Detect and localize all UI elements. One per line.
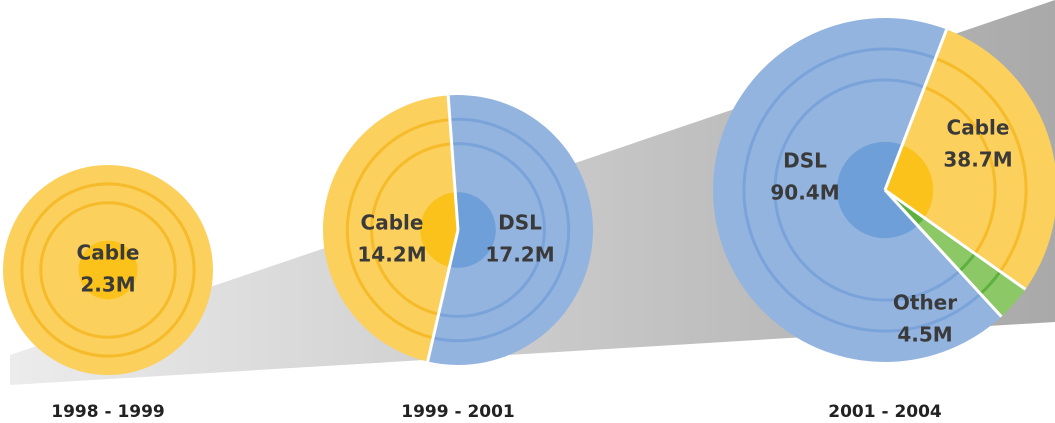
ring (923, 85, 997, 255)
pie-slice (427, 94, 594, 365)
slice-separator (883, 28, 949, 191)
charts: Cable 2.3M 1998 - 1999 Cable 14.2M DSL 17.2M 19… (3, 18, 1055, 422)
slice-name: Cable (361, 211, 424, 235)
core (420, 192, 458, 267)
ring (934, 56, 1028, 273)
slice-name: Cable (77, 241, 140, 265)
slice-value: 2.3M (80, 273, 135, 297)
ring (370, 142, 452, 316)
slice-value: 4.5M (897, 323, 952, 347)
slice-name: DSL (498, 211, 542, 235)
ring (742, 47, 982, 333)
slice-separator (883, 188, 1003, 318)
chart-title: 1998 - 1999 (51, 402, 165, 422)
pie-slice (885, 29, 1055, 290)
ring (39, 201, 177, 339)
ring (20, 182, 196, 358)
ring (432, 117, 571, 343)
slice-name: Other (893, 291, 957, 315)
slice-value: 38.7M (943, 148, 1012, 172)
pie-slice (323, 95, 458, 362)
ring (345, 118, 451, 340)
slice-name: DSL (783, 149, 827, 173)
slice-name: Cable (947, 116, 1010, 140)
slice-separator (884, 188, 1027, 291)
core (885, 145, 934, 218)
core (449, 192, 496, 268)
core (78, 240, 138, 300)
ring (438, 142, 546, 318)
slice-separator (446, 95, 460, 231)
slice-value: 90.4M (770, 181, 839, 205)
chart-title: 1999 - 2001 (401, 402, 515, 422)
ring (773, 78, 961, 302)
core (836, 141, 918, 239)
slice-separator (426, 229, 460, 362)
chart-title: 2001 - 2004 (828, 402, 942, 422)
slice-value: 14.2M (357, 243, 426, 267)
slice-value: 17.2M (485, 243, 554, 267)
